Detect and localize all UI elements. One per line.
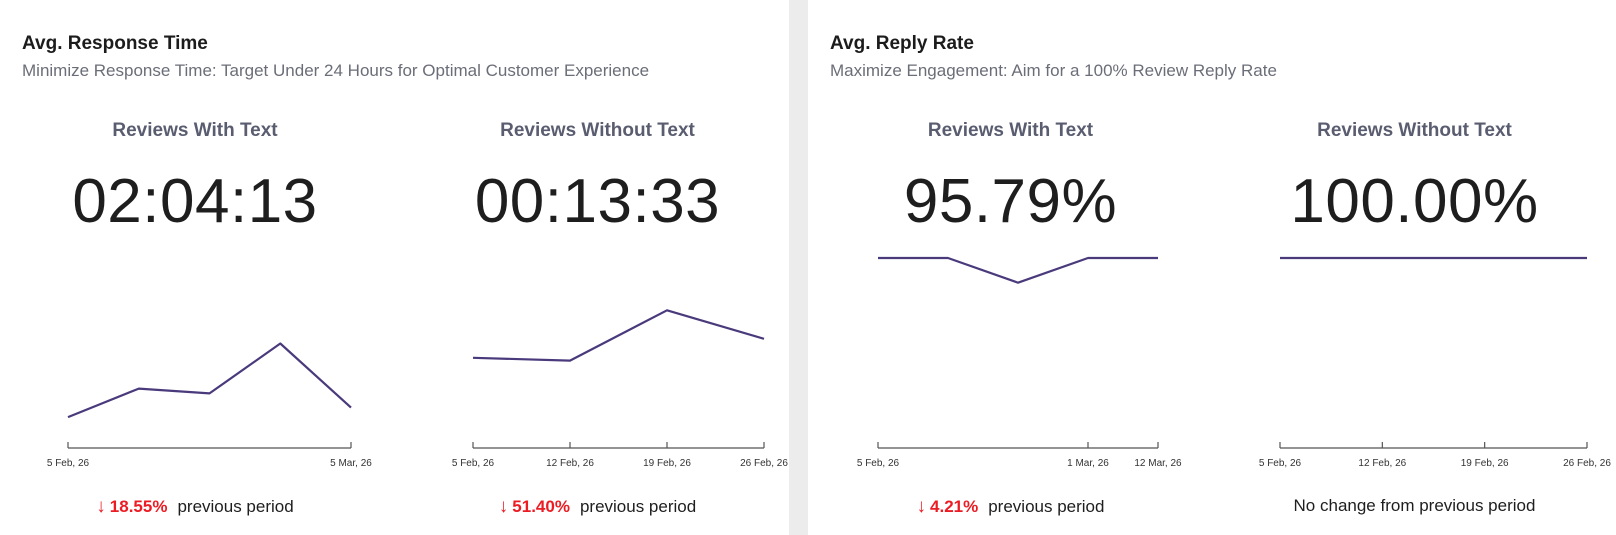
card-subtitle: Maximize Engagement: Aim for a 100% Revi… (830, 61, 1277, 80)
metric-value: 100.00% (1290, 167, 1539, 236)
change-indicator: ↓ 18.55% (96, 496, 168, 517)
metric-title: Reviews With Text (927, 120, 1094, 141)
x-tick-label: 5 Feb, 26 (857, 458, 900, 469)
metric-reviews-without-text: Reviews Without Text 100.00% 5 Feb, 26 12… (1213, 0, 1616, 535)
x-tick-label: 1 Mar, 26 (1067, 458, 1109, 469)
change-percent: 18.55% (109, 497, 168, 516)
arrow-down-icon: ↓ (498, 496, 509, 517)
metric-value: 02:04:13 (72, 167, 318, 236)
metric-title: Reviews With Text (112, 120, 278, 141)
metric-reviews-with-text: Reviews With Text 95.79% 5 Feb, 26 1 Mar,… (808, 0, 1213, 535)
card-title: Avg. Response Time (22, 33, 208, 54)
metric-footer: ↓ 4.21% previous period (808, 496, 1213, 518)
x-tick-label: 5 Mar, 26 (330, 458, 372, 469)
x-tick-label: 12 Mar, 26 (1134, 458, 1182, 469)
series-line (67, 342, 352, 419)
metric-title: Reviews Without Text (1317, 120, 1512, 141)
response-time-card: Avg. Response Time Minimize Response Tim… (0, 0, 789, 535)
sparkline-chart: 5 Feb, 26 5 Mar, 26 (47, 342, 372, 469)
metric-footer: ↓ 51.40% previous period (400, 496, 795, 518)
sparkline-chart: 5 Feb, 26 12 Feb, 26 19 Feb, 26 26 Feb, 26 (1259, 256, 1611, 469)
x-tick-label: 12 Feb, 26 (546, 458, 594, 469)
reply-rate-card: Avg. Reply Rate Maximize Engagement: Aim… (808, 0, 1616, 535)
arrow-down-icon: ↓ (96, 496, 106, 517)
x-tick-label: 5 Feb, 26 (452, 458, 495, 469)
metric-value: 00:13:33 (474, 167, 721, 236)
metric-reviews-with-text: Reviews With Text 02:04:13 5 Feb, 26 5 Ma… (0, 0, 390, 535)
change-label: previous period (177, 497, 294, 516)
change-indicator: ↓ 51.40% (498, 496, 570, 517)
x-tick-label: 19 Feb, 26 (1461, 458, 1509, 469)
x-tick-label: 5 Feb, 26 (47, 458, 90, 469)
series-line (472, 309, 765, 362)
x-tick-label: 26 Feb, 26 (1563, 458, 1611, 469)
metric-footer: ↓ 18.55% previous period (0, 496, 390, 518)
series-line (878, 256, 1158, 284)
x-tick-label: 19 Feb, 26 (643, 458, 691, 469)
arrow-down-icon: ↓ (916, 496, 927, 517)
sparkline-chart: 5 Feb, 26 12 Feb, 26 19 Feb, 26 26 Feb, 26 (452, 309, 788, 469)
sparkline-chart: 5 Feb, 26 1 Mar, 26 12 Mar, 26 (857, 256, 1182, 469)
x-tick-label: 12 Feb, 26 (1358, 458, 1406, 469)
card-subtitle: Minimize Response Time: Target Under 24 … (22, 61, 650, 80)
no-change-text: No change from previous period (1293, 496, 1536, 515)
change-indicator: ↓ 4.21% (916, 496, 979, 517)
change-label: previous period (988, 497, 1105, 516)
x-tick-label: 5 Feb, 26 (1259, 458, 1302, 469)
metric-value: 95.79% (903, 167, 1118, 236)
change-percent: 4.21% (930, 497, 979, 516)
metric-reviews-without-text: Reviews Without Text 00:13:33 5 Feb, 26 1… (400, 0, 795, 535)
change-percent: 51.40% (512, 497, 570, 516)
card-title: Avg. Reply Rate (830, 33, 974, 54)
x-tick-label: 26 Feb, 26 (740, 458, 788, 469)
metric-title: Reviews Without Text (500, 120, 695, 141)
change-label: previous period (579, 497, 697, 516)
metric-footer: No change from previous period (1213, 496, 1616, 516)
